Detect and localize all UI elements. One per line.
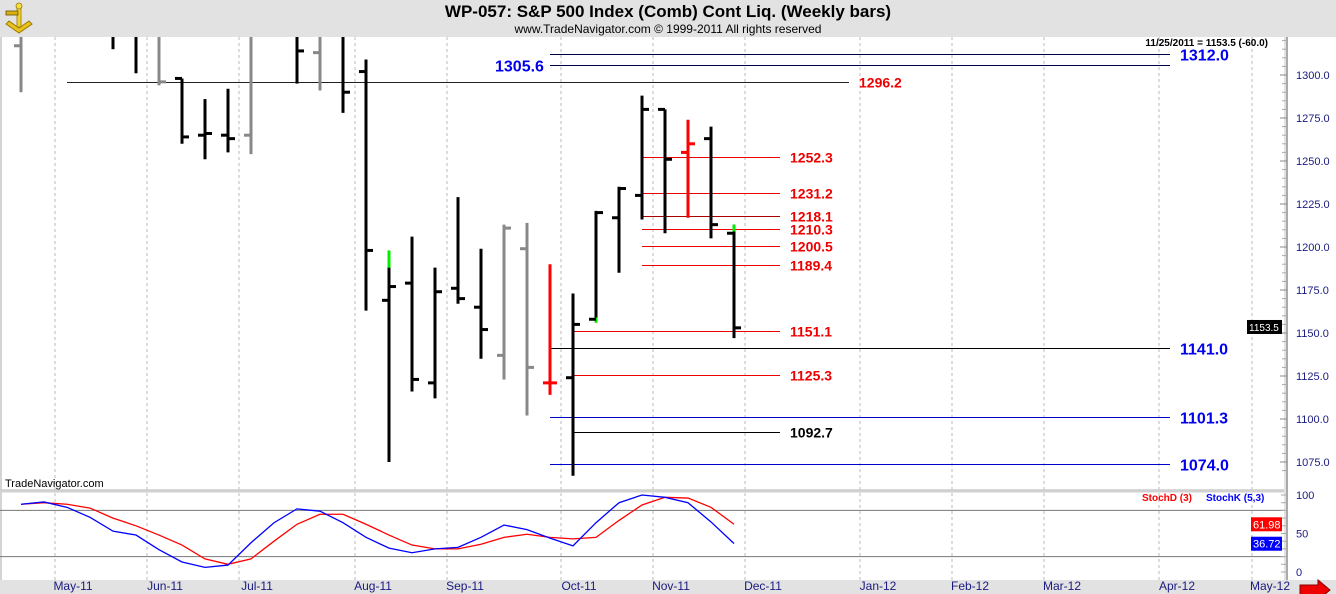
y-tick-label: 1250.0 (1296, 156, 1330, 168)
last-price-label: 1153.5 (1249, 323, 1279, 334)
legend-stochd: StochD (3) (1142, 493, 1192, 504)
level-label: 1141.0 (1180, 342, 1228, 359)
x-tick-label: Mar-12 (1043, 579, 1081, 593)
x-tick-label: Nov-11 (652, 579, 690, 593)
level-label: 1074.0 (1180, 458, 1229, 475)
stoch-y-tick-label: 100 (1296, 490, 1314, 502)
stoch-line-k (20, 494, 735, 569)
stoch-value-box (1251, 517, 1282, 532)
chart-title: WP-057: S&P 500 Index (Comb) Cont Liq. (… (444, 2, 892, 21)
stoch-y-tick-label: 0 (1296, 567, 1302, 579)
level-label: 1210.3 (790, 222, 833, 238)
y-axis-area (1286, 37, 1336, 580)
level-label: 1296.2 (859, 75, 902, 91)
y-tick-label: 1150.0 (1296, 328, 1329, 340)
x-tick-label: Dec-11 (744, 579, 782, 593)
x-tick-label: Jun-11 (147, 579, 183, 593)
price-plot (14, 37, 1170, 476)
stoch-line-d (20, 496, 735, 565)
y-tick-label: 1275.0 (1296, 113, 1330, 125)
y-tick-label: 1075.0 (1296, 457, 1330, 469)
y-tick-label: 1225.0 (1296, 199, 1330, 211)
y-tick-label: 1300.0 (1296, 70, 1330, 82)
level-label: 1200.5 (790, 239, 833, 255)
level-label: 1231.2 (790, 186, 833, 202)
x-tick-label: May-12 (1250, 579, 1290, 593)
last-price-box (1247, 319, 1282, 334)
copyright-text: www.TradeNavigator.com © 1999-2011 All r… (514, 22, 822, 36)
legend-stochk: StochK (5,3) (1206, 493, 1264, 504)
level-label: 1101.3 (1180, 411, 1228, 428)
x-tick-label: May-11 (53, 579, 92, 593)
level-label: 1151.1 (790, 324, 832, 340)
stoch-value-label: 36.72 (1253, 539, 1281, 551)
scroll-right-arrow-icon[interactable] (1299, 578, 1331, 594)
y-tick-label: 1100.0 (1296, 414, 1329, 426)
level-label: 1305.6 (495, 59, 544, 76)
x-tick-label: Sep-11 (446, 579, 484, 593)
y-tick-label: 1125.0 (1296, 371, 1329, 383)
x-tick-label: Feb-12 (951, 579, 989, 593)
last-bar-readout: 11/25/2011 = 1153.5 (-60.0) (1145, 38, 1268, 49)
stochastic-panel (0, 490, 1284, 580)
y-tick-label: 1200.0 (1296, 242, 1330, 254)
x-tick-label: Aug-11 (354, 579, 392, 593)
x-tick-label: Oct-11 (561, 579, 596, 593)
x-tick-label: Jan-12 (860, 579, 897, 593)
level-label: 1252.3 (790, 150, 833, 166)
x-tick-label: Apr-12 (1159, 579, 1195, 593)
x-tick-label: Jul-11 (241, 579, 273, 593)
level-label: 1189.4 (790, 258, 832, 274)
trade-navigator-logo-icon (2, 2, 36, 34)
stoch-value-box (1251, 536, 1282, 551)
stoch-y-tick-label: 50 (1296, 529, 1308, 541)
level-label: 1218.1 (790, 209, 833, 225)
watermark-text: TradeNavigator.com (5, 478, 104, 490)
level-label: 1092.7 (790, 425, 833, 441)
stoch-value-label: 61.98 (1253, 519, 1281, 531)
level-label: 1312.0 (1180, 48, 1229, 65)
level-label: 1125.3 (790, 368, 832, 384)
y-tick-label: 1175.0 (1296, 285, 1329, 297)
